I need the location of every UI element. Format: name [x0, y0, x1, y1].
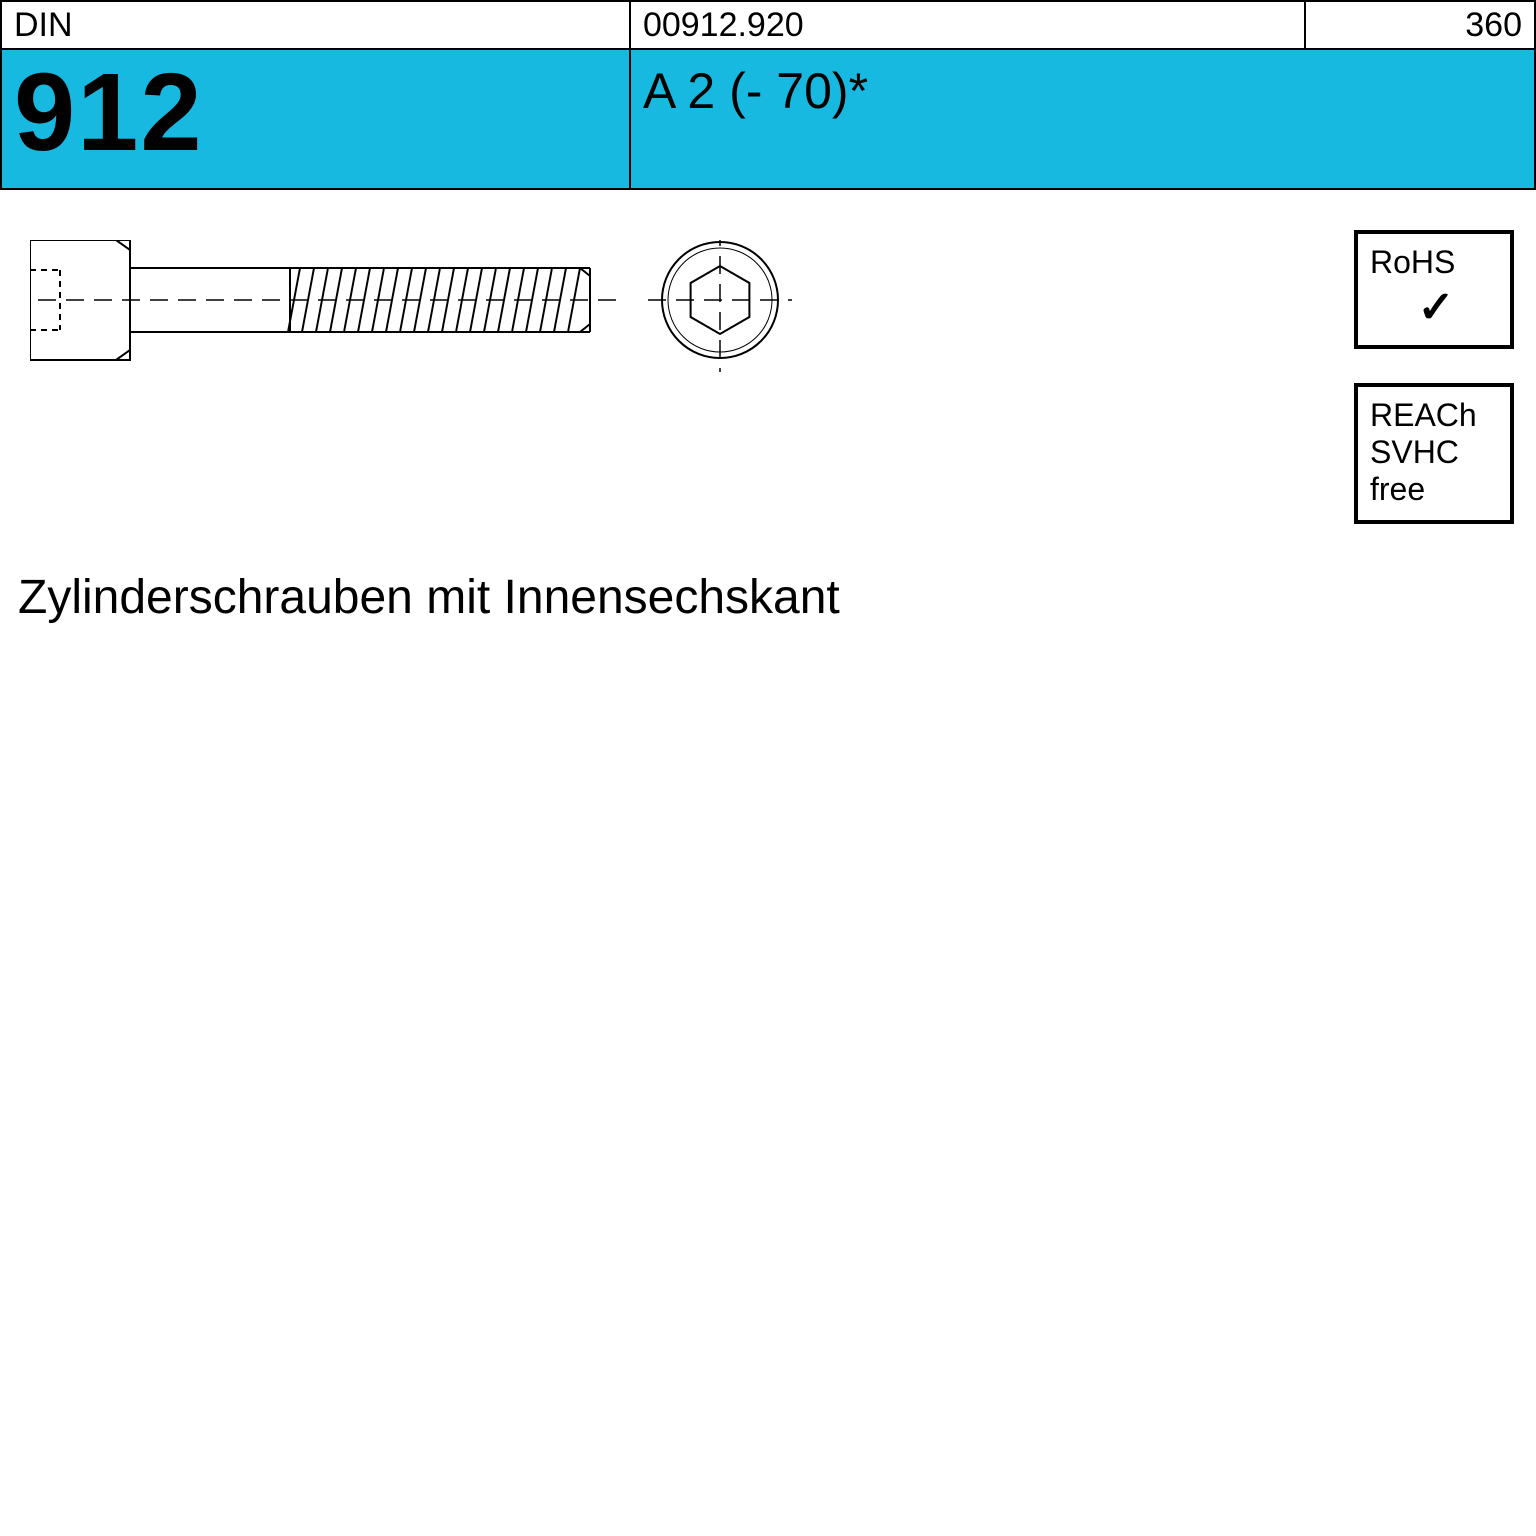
- check-icon: ✓: [1418, 283, 1455, 334]
- header-mid: 00912.920: [630, 1, 1305, 49]
- material-text: A 2 (- 70)*: [643, 58, 1522, 120]
- material-cell: A 2 (- 70)*: [630, 49, 1535, 189]
- header-table: DIN 00912.920 360 912 A 2 (- 70)*: [0, 0, 1536, 190]
- din-number-cell: 912: [1, 49, 630, 189]
- header-left: DIN: [1, 1, 630, 49]
- rohs-label: RoHS: [1370, 244, 1455, 281]
- reach-line3: free: [1370, 471, 1425, 508]
- rohs-badge: RoHS ✓: [1354, 230, 1514, 349]
- reach-badge: REACh SVHC free: [1354, 383, 1514, 523]
- screw-drawing: [30, 240, 810, 400]
- diagram-area: Zylinderschrauben mit Innensechskant RoH…: [0, 190, 1536, 690]
- header-right: 360: [1305, 1, 1535, 49]
- din-number: 912: [14, 58, 617, 168]
- reach-line2: SVHC: [1370, 434, 1459, 471]
- product-description: Zylinderschrauben mit Innensechskant: [18, 570, 840, 625]
- badges-column: RoHS ✓ REACh SVHC free: [1354, 230, 1514, 524]
- reach-line1: REACh: [1370, 397, 1477, 434]
